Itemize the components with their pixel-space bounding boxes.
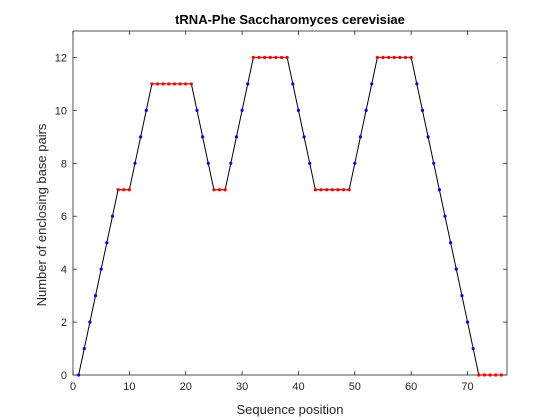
x-tick-label: 50 bbox=[349, 381, 361, 393]
data-point bbox=[122, 188, 126, 192]
data-point bbox=[415, 82, 419, 86]
data-point bbox=[251, 55, 255, 60]
data-point bbox=[409, 55, 413, 60]
data-point bbox=[155, 82, 160, 86]
data-point bbox=[460, 294, 464, 298]
data-point bbox=[420, 108, 425, 112]
y-tick-label: 10 bbox=[55, 105, 67, 117]
data-point bbox=[330, 188, 334, 192]
data-point bbox=[370, 82, 374, 86]
data-point bbox=[347, 188, 351, 192]
x-tick-label: 20 bbox=[180, 381, 192, 393]
data-point bbox=[139, 135, 143, 139]
x-axis-label: Sequence position bbox=[237, 402, 344, 417]
data-point bbox=[195, 108, 199, 112]
axes-box bbox=[72, 30, 508, 376]
data-point bbox=[454, 267, 458, 271]
y-tick-label: 6 bbox=[61, 211, 67, 223]
data-point bbox=[392, 55, 396, 60]
data-point bbox=[274, 55, 278, 60]
data-point bbox=[88, 320, 92, 324]
data-point bbox=[246, 82, 250, 86]
data-point bbox=[127, 188, 131, 192]
data-point bbox=[212, 188, 216, 192]
x-tick-label: 70 bbox=[461, 381, 473, 393]
data-point bbox=[229, 161, 233, 165]
data-point bbox=[217, 188, 222, 192]
data-point bbox=[150, 82, 154, 86]
data-point bbox=[319, 188, 323, 192]
data-point bbox=[358, 135, 363, 139]
data-point bbox=[172, 82, 177, 86]
y-tick-label: 0 bbox=[61, 370, 67, 382]
data-point bbox=[263, 55, 267, 60]
y-tick-label: 12 bbox=[55, 52, 67, 64]
data-point bbox=[77, 373, 81, 377]
data-point bbox=[279, 55, 284, 60]
y-tick-label: 8 bbox=[61, 158, 67, 170]
data-point bbox=[387, 55, 391, 60]
data-point bbox=[403, 55, 408, 60]
data-point bbox=[184, 82, 188, 86]
data-point bbox=[364, 108, 368, 112]
data-point bbox=[240, 108, 244, 112]
data-point bbox=[161, 82, 165, 86]
data-point bbox=[353, 161, 357, 165]
data-point bbox=[110, 214, 115, 218]
x-tick-label: 10 bbox=[123, 381, 135, 393]
data-point bbox=[291, 82, 295, 86]
y-tick-label: 4 bbox=[61, 264, 67, 276]
data-point bbox=[313, 188, 317, 192]
data-point bbox=[133, 161, 137, 165]
data-point bbox=[381, 55, 385, 60]
data-point bbox=[336, 188, 340, 192]
data-point bbox=[93, 294, 98, 298]
data-point bbox=[437, 188, 441, 192]
data-point bbox=[375, 55, 379, 60]
data-point bbox=[167, 82, 171, 86]
plot-area: 0 10 20 30 40 50 60 70 0 2 4 6 8 10 12 bbox=[55, 30, 508, 393]
x-tick-label: 40 bbox=[292, 381, 304, 393]
data-point bbox=[285, 55, 289, 60]
data-point bbox=[234, 135, 239, 139]
data-point bbox=[201, 135, 205, 139]
data-point bbox=[494, 373, 498, 377]
y-tick-label: 2 bbox=[61, 317, 67, 329]
data-point bbox=[449, 241, 453, 245]
data-point bbox=[189, 82, 193, 86]
data-point bbox=[144, 108, 148, 112]
data-point bbox=[302, 135, 306, 139]
data-point bbox=[477, 373, 481, 377]
data-point bbox=[325, 188, 329, 192]
data-point bbox=[488, 373, 492, 377]
y-axis-label: Number of enclosing base pairs bbox=[34, 123, 49, 306]
data-point bbox=[99, 267, 103, 271]
x-tick-label: 30 bbox=[236, 381, 248, 393]
data-point bbox=[308, 161, 312, 165]
data-point bbox=[471, 346, 475, 351]
data-point bbox=[426, 135, 430, 139]
data-point bbox=[257, 55, 261, 60]
data-point bbox=[432, 161, 436, 165]
data-point bbox=[443, 214, 447, 218]
data-point bbox=[178, 82, 182, 86]
data-point bbox=[82, 346, 86, 351]
data-point bbox=[296, 108, 301, 112]
data-point bbox=[116, 188, 120, 192]
x-tick-label: 60 bbox=[405, 381, 417, 393]
series-line bbox=[78, 56, 502, 376]
x-tick-label: 0 bbox=[70, 381, 76, 393]
data-point bbox=[341, 188, 346, 192]
data-point bbox=[398, 55, 402, 60]
data-point bbox=[223, 188, 227, 192]
data-point bbox=[206, 161, 210, 165]
data-point bbox=[105, 241, 109, 245]
chart-title: tRNA-Phe Saccharomyces cerevisiae bbox=[175, 12, 405, 27]
data-point bbox=[465, 320, 470, 324]
data-point bbox=[482, 373, 487, 377]
data-point bbox=[499, 373, 503, 377]
data-point bbox=[268, 55, 272, 60]
